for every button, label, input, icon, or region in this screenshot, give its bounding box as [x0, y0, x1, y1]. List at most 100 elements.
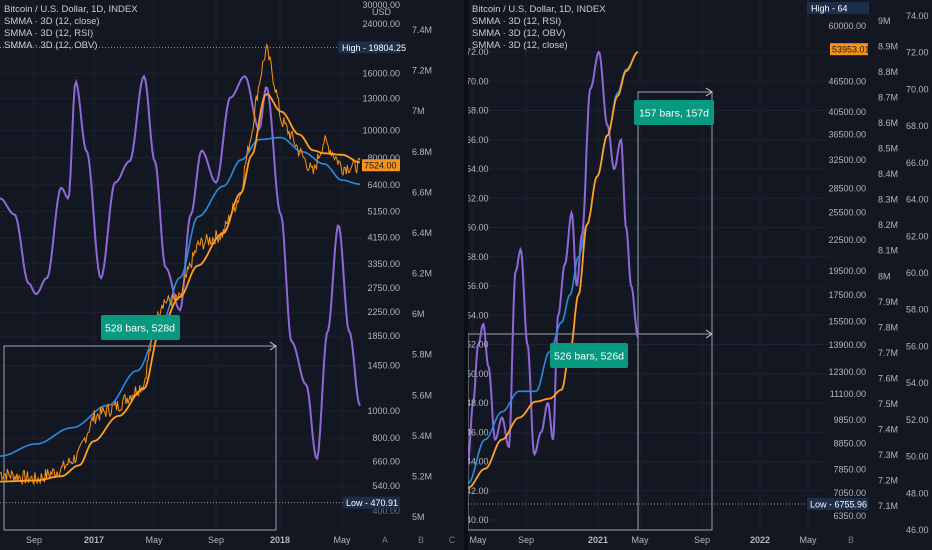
price-tick-label: 16000.00 — [362, 68, 400, 78]
obv-tick-label: 5.8M — [412, 350, 432, 360]
date-range-box — [637, 91, 713, 531]
series-tick-label: 46.00 — [468, 427, 489, 437]
rsi-tick-label: 74.00 — [906, 11, 929, 21]
obv-tick-label: 8.1M — [878, 246, 898, 256]
rsi-tick-label: 62.00 — [906, 231, 929, 241]
obv-tick-label: 8.8M — [878, 67, 898, 77]
rsi-tick-label: 70.00 — [906, 84, 929, 94]
high-tag-box — [338, 41, 400, 54]
obv-tick-label: 7.6M — [878, 373, 898, 383]
left-chart-panel[interactable]: 528 bars, 528d USD 30000.00 24000.00 16000.0… — [0, 0, 464, 550]
obv-tick-label: 6.8M — [412, 147, 432, 157]
price-tick-label: 2750.00 — [367, 283, 400, 293]
panel-divider[interactable] — [464, 0, 468, 550]
high-tag-text: High - 64 — [811, 4, 848, 14]
legend-symbol[interactable]: Bitcoin / U.S. Dollar, 1D, INDEX — [4, 4, 138, 15]
low-tag-text: Low - 6755.96 — [810, 500, 867, 510]
obv-tick-label: 7.8M — [878, 322, 898, 332]
corner-label: C — [449, 535, 456, 545]
legend-smma-obv[interactable]: SMMA · 3D (12, OBV) — [472, 28, 566, 39]
measure-label-box — [101, 315, 180, 340]
series-tick-label: 70.00 — [468, 76, 489, 86]
legend-symbol[interactable]: Bitcoin / U.S. Dollar, 1D, INDEX — [472, 4, 606, 15]
price-tick-label: 32500.00 — [828, 155, 866, 165]
right-chart-canvas[interactable]: 157 bars, 157d 526 bars, 526d 72.00 70.00 68… — [468, 0, 932, 550]
legend-smma-close[interactable]: SMMA · 3D (12, close) — [4, 16, 100, 27]
price-tick-label: 2250.00 — [367, 307, 400, 317]
price-tick-label: 1450.00 — [367, 361, 400, 371]
time-tick-label: May — [333, 535, 351, 545]
price-axis-area — [362, 0, 464, 550]
high-tag-text: High - 19804.25 — [342, 43, 406, 53]
price-tick-label: 8850.00 — [833, 439, 866, 449]
obv-tick-label: 8M — [878, 271, 891, 281]
price-tick-label: 15500.00 — [828, 316, 866, 326]
price-tick-label: 800.00 — [372, 433, 400, 443]
series-tick-label: 40.00 — [468, 515, 489, 525]
price-tick-label: 13900.00 — [828, 340, 866, 350]
rsi-tick-label: 50.00 — [906, 452, 929, 462]
obv-tick-label: 6M — [412, 309, 425, 319]
price-tick-label: 24000.00 — [362, 19, 400, 29]
smma-close-line — [468, 51, 639, 489]
obv-tick-label: 8.6M — [878, 118, 898, 128]
right-chart-panel[interactable]: 157 bars, 157d 526 bars, 526d 72.00 70.00 68… — [468, 0, 932, 550]
time-tick-label: May — [631, 535, 649, 545]
series-tick-label: 50.00 — [468, 369, 489, 379]
corner-label: B — [418, 535, 424, 545]
price-tick-label: 9850.00 — [833, 415, 866, 425]
obv-tick-label: 8.5M — [878, 144, 898, 154]
measure-label-box — [550, 343, 628, 368]
smma-rsi-line — [0, 74, 361, 461]
series-tick-label: 60.00 — [468, 223, 489, 233]
price-tick-label: 4150.00 — [367, 233, 400, 243]
date-range-arrow — [705, 87, 713, 97]
high-tag-box — [807, 2, 869, 14]
smma-rsi-line — [468, 50, 639, 462]
price-tick-label: 11100.00 — [830, 389, 866, 399]
series-tick-label: 52.00 — [468, 340, 489, 350]
low-tag-text: Low - 470.91 — [346, 498, 398, 508]
time-tick-label: May — [145, 535, 163, 545]
last-price-text: 7524.00 — [364, 161, 397, 171]
price-tick-label: 1000.00 — [367, 406, 400, 416]
legend-smma-rsi[interactable]: SMMA · 3D (12, RSI) — [4, 28, 94, 39]
time-tick-label: Sep — [208, 535, 224, 545]
obv-tick-label: 7.7M — [878, 348, 898, 358]
measure-label-text: 157 bars, 157d — [639, 108, 709, 120]
smma-close-line — [0, 93, 361, 483]
time-tick-label: 2018 — [270, 535, 290, 545]
legend-smma-rsi[interactable]: SMMA · 3D (12, RSI) — [472, 16, 562, 27]
price-tick-label: 3350.00 — [367, 259, 400, 269]
last-price-tag — [362, 159, 400, 172]
obv-tick-label: 8.2M — [878, 220, 898, 230]
rsi-tick-label: 72.00 — [906, 48, 929, 58]
price-tick-label: 12300.00 — [828, 367, 866, 377]
price-tick-label: 8000.00 — [367, 153, 400, 163]
time-tick-label: May — [799, 535, 817, 545]
obv-tick-label: 8.9M — [878, 42, 898, 52]
price-tick-label: 540.00 — [372, 481, 400, 491]
obv-tick-label: 8.7M — [878, 93, 898, 103]
series-tick-label: 44.00 — [468, 457, 489, 467]
price-tick-label: 60000.00 — [828, 21, 866, 31]
obv-tick-label: 5M — [412, 512, 425, 522]
price-tick-label: 6350.00 — [833, 511, 866, 521]
time-tick-label: 2022 — [750, 535, 770, 545]
rsi-tick-label: 56.00 — [906, 341, 929, 351]
rsi-tick-label: 46.00 — [906, 525, 929, 535]
legend-smma-close[interactable]: SMMA · 3D (12, close) — [472, 40, 568, 51]
time-tick-label: 2021 — [588, 535, 608, 545]
series-tick-label: 68.00 — [468, 106, 489, 116]
series-tick-label: 66.00 — [468, 135, 489, 145]
obv-tick-label: 8.3M — [878, 195, 898, 205]
corner-label: B — [848, 535, 854, 545]
obv-tick-label: 8.4M — [878, 169, 898, 179]
obv-tick-label: 7.2M — [878, 475, 898, 485]
series-tick-label: 54.00 — [468, 310, 489, 320]
price-tick-label: 17500.00 — [828, 290, 866, 300]
obv-tick-label: 9M — [878, 16, 891, 26]
legend-smma-obv[interactable]: SMMA · 3D (12, OBV) — [4, 40, 98, 51]
series-tick-label: 58.00 — [468, 252, 489, 262]
